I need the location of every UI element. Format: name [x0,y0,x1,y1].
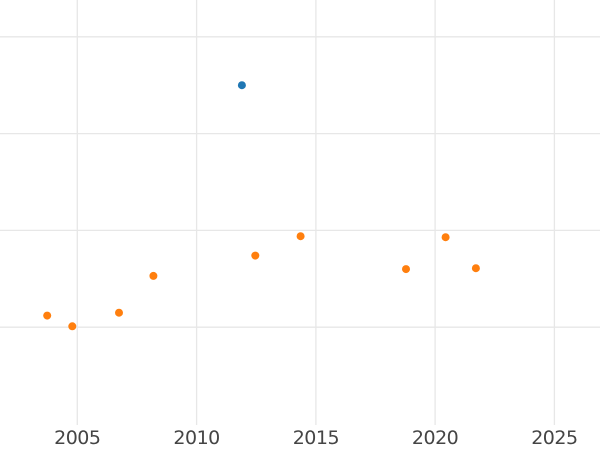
data-point-orange-series [402,265,410,274]
x-axis-tick-label: 2005 [54,427,100,449]
data-point-orange-series [68,322,77,331]
x-axis-tick-label: 2025 [531,427,577,449]
x-axis-tick-label: 2015 [293,427,339,449]
data-point-orange-series [149,271,158,280]
x-axis-tick-label: 2010 [173,427,219,449]
data-point-orange-series [471,264,480,273]
data-point-orange-series [43,311,52,320]
x-axis-tick-label: 2020 [412,427,458,449]
data-point-orange-series [296,232,305,241]
data-point-orange-series [115,308,123,317]
data-point-orange-series [441,233,450,242]
data-point-blue-highlight [237,81,246,90]
data-point-orange-series [251,251,260,260]
